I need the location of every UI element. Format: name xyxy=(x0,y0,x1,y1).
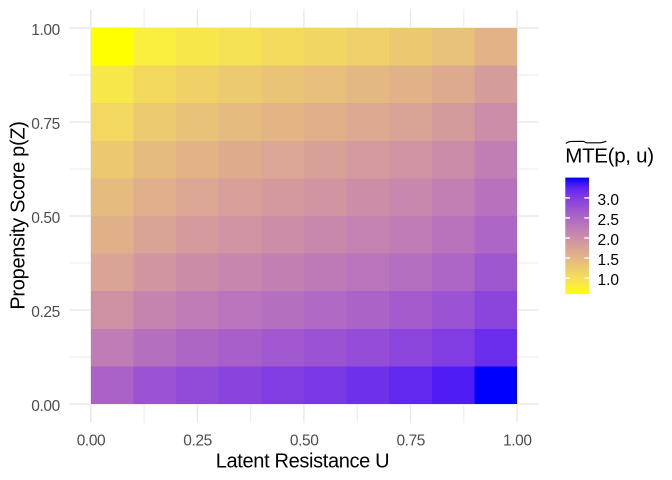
svg-text:1.0: 1.0 xyxy=(598,272,620,289)
svg-text:0.00: 0.00 xyxy=(77,432,106,449)
svg-text:2.0: 2.0 xyxy=(598,232,620,249)
svg-text:1.00: 1.00 xyxy=(503,432,532,449)
svg-text:0.75: 0.75 xyxy=(396,432,425,449)
svg-text:0.75: 0.75 xyxy=(31,116,60,133)
svg-text:0.50: 0.50 xyxy=(290,432,319,449)
svg-text:MTE(p, u): MTE(p, u) xyxy=(565,145,653,168)
svg-text:1.5: 1.5 xyxy=(598,252,620,269)
svg-text:0.50: 0.50 xyxy=(31,210,60,227)
svg-text:Latent Resistance U: Latent Resistance U xyxy=(216,451,389,473)
svg-text:0.25: 0.25 xyxy=(31,304,60,321)
svg-text:0.25: 0.25 xyxy=(183,432,212,449)
svg-text:3.0: 3.0 xyxy=(598,192,620,209)
svg-text:Propensity Score p(Z): Propensity Score p(Z) xyxy=(8,121,30,309)
svg-text:2.5: 2.5 xyxy=(598,212,620,229)
svg-text:0.00: 0.00 xyxy=(31,398,60,415)
svg-text:1.00: 1.00 xyxy=(31,22,60,39)
